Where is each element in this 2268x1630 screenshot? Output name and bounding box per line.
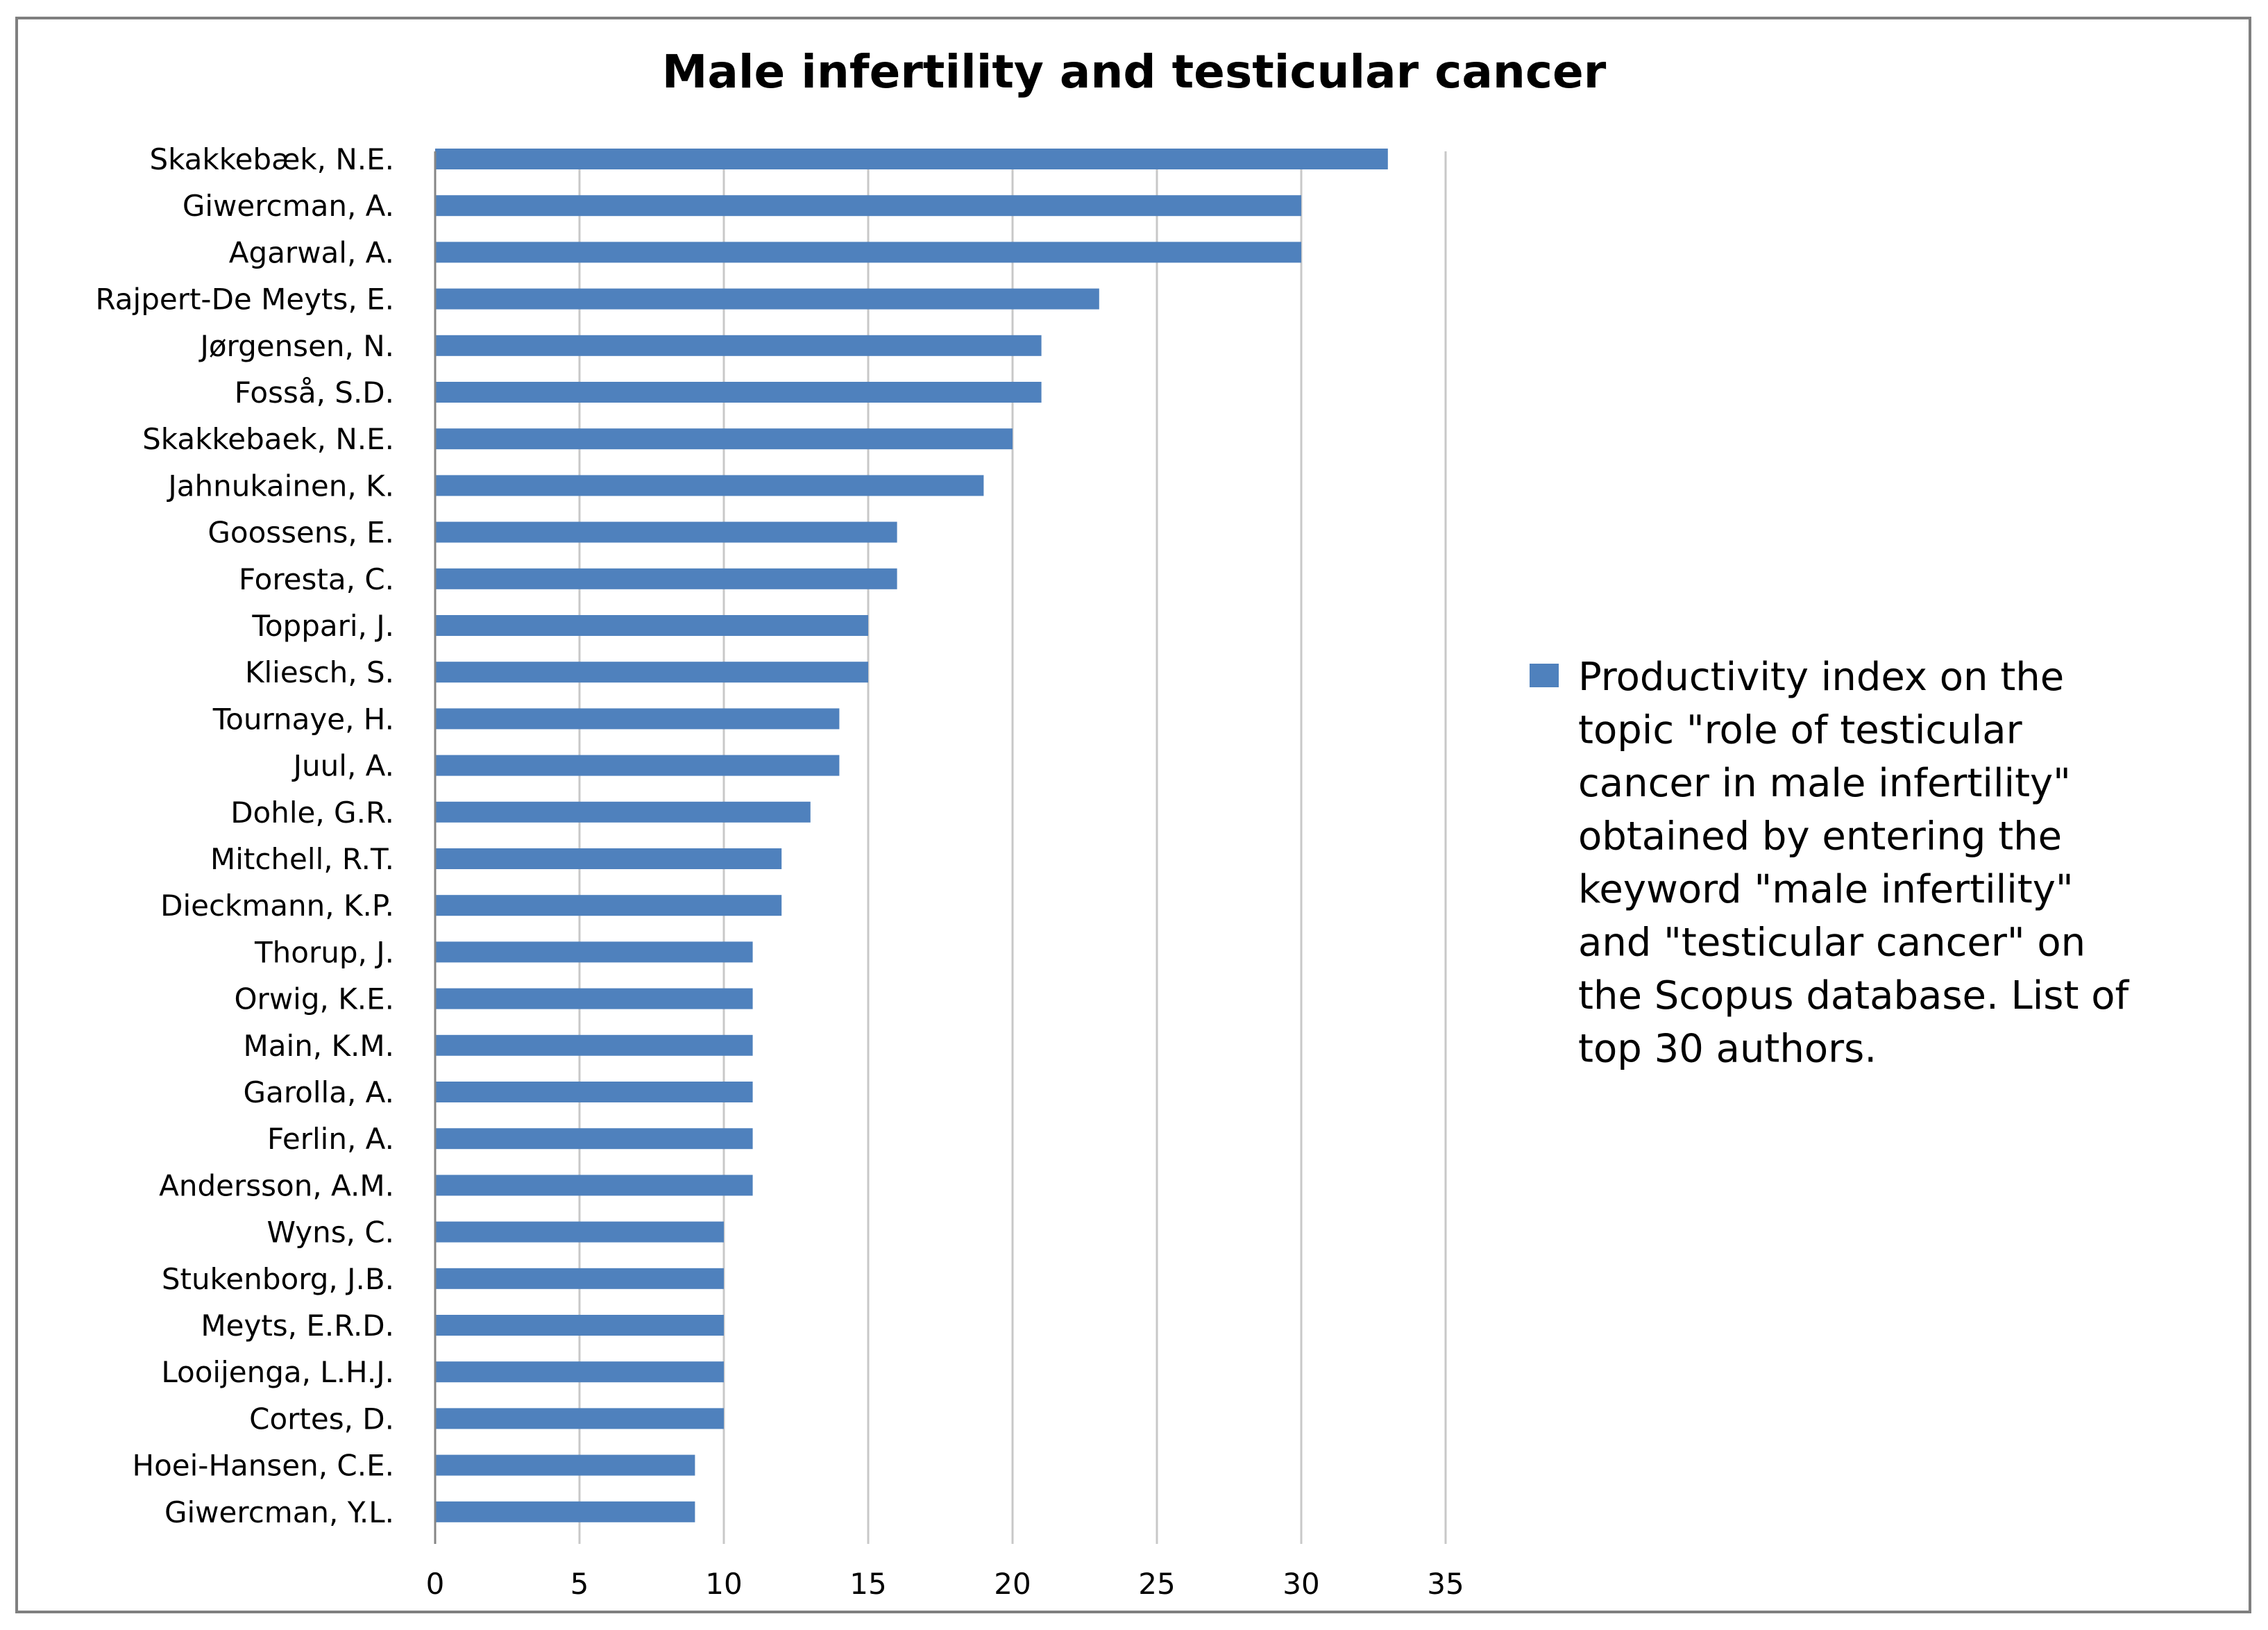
- bar: [435, 382, 1042, 403]
- category-label: Garolla, A.: [244, 1075, 394, 1109]
- bar: [435, 1315, 724, 1336]
- bar-layer: [435, 149, 1388, 1522]
- category-label: Juul, A.: [291, 749, 394, 783]
- bar: [435, 895, 782, 916]
- x-tick-label: 30: [1283, 1567, 1319, 1601]
- legend-swatch: [1530, 664, 1559, 687]
- category-label: Kliesch, S.: [245, 655, 394, 689]
- category-label: Giwercman, A.: [183, 189, 394, 223]
- legend-line: the Scopus database. List of: [1578, 973, 2130, 1018]
- category-label: Meyts, E.R.D.: [201, 1309, 394, 1343]
- legend-line: and "testicular cancer" on: [1578, 921, 2085, 966]
- category-labels: Skakkebæk, N.E. Giwercman, A. Agarwal, A. R…: [96, 142, 394, 1529]
- bar: [435, 1454, 695, 1476]
- bar: [435, 941, 753, 963]
- bar: [435, 1082, 753, 1102]
- x-tick-label: 25: [1138, 1567, 1175, 1601]
- category-label: Jahnukainen, K.: [166, 469, 394, 503]
- category-label: Foresta, C.: [239, 562, 394, 596]
- category-label: Thorup, J.: [254, 935, 394, 969]
- category-label: Giwercman, Y.L.: [164, 1495, 394, 1529]
- x-tick-label: 5: [570, 1567, 589, 1601]
- category-label: Skakkebæk, N.E.: [149, 142, 394, 176]
- x-tick-label: 20: [994, 1567, 1031, 1601]
- bar: [435, 988, 753, 1009]
- legend: Productivity index on the topic "role of …: [1530, 655, 2130, 1072]
- category-label: Dieckmann, K.P.: [160, 889, 394, 923]
- category-label: Skakkebaek, N.E.: [142, 422, 394, 456]
- category-label: Looijenga, L.H.J.: [161, 1355, 394, 1389]
- category-label: Rajpert-De Meyts, E.: [96, 283, 394, 317]
- x-tick-label: 10: [705, 1567, 742, 1601]
- bar: [435, 242, 1301, 263]
- category-label: Toppari, J.: [251, 609, 394, 643]
- bar: [435, 615, 868, 636]
- bar: [435, 1034, 753, 1056]
- x-tick-label: 0: [426, 1567, 445, 1601]
- bar: [435, 848, 782, 869]
- chart-title: Male infertility and testicular cancer: [662, 45, 1607, 99]
- bar: [435, 662, 868, 683]
- bar: [435, 568, 897, 589]
- bar: [435, 335, 1042, 356]
- category-label: Orwig, K.E.: [235, 982, 395, 1016]
- category-label: Jørgensen, N.: [198, 329, 394, 363]
- category-label: Andersson, A.M.: [159, 1168, 394, 1202]
- bar: [435, 475, 984, 496]
- legend-line: topic "role of testicular: [1578, 708, 2023, 753]
- legend-line: obtained by entering the: [1578, 814, 2062, 859]
- legend-line: cancer in male infertility": [1578, 761, 2071, 806]
- x-tick-labels: 0 5 10 15 20 25 30 35: [426, 1567, 1464, 1601]
- bar: [435, 801, 811, 823]
- category-label: Fosså, S.D.: [235, 376, 394, 410]
- category-label: Tournaye, H.: [212, 702, 394, 736]
- category-label: Stukenborg, J.B.: [162, 1262, 394, 1296]
- bar: [435, 1221, 724, 1243]
- bar-chart: Male infertility and testicular cancer S…: [96, 45, 2130, 1601]
- x-tick-label: 15: [849, 1567, 886, 1601]
- legend-text: Productivity index on the topic "role of …: [1578, 655, 2130, 1072]
- x-tick-label: 35: [1427, 1567, 1464, 1601]
- bar: [435, 1408, 724, 1429]
- bar: [435, 1268, 724, 1289]
- bar: [435, 288, 1099, 310]
- legend-line: Productivity index on the: [1578, 655, 2064, 700]
- category-label: Wyns, C.: [266, 1216, 394, 1250]
- category-label: Hoei-Hansen, C.E.: [133, 1449, 395, 1483]
- bar: [435, 428, 1013, 450]
- bar: [435, 1128, 753, 1150]
- category-label: Goossens, E.: [208, 516, 394, 550]
- bar: [435, 708, 840, 730]
- bar: [435, 755, 840, 776]
- bar: [435, 1175, 753, 1196]
- legend-line: keyword "male infertility": [1578, 867, 2074, 912]
- category-label: Main, K.M.: [244, 1029, 394, 1063]
- category-label: Ferlin, A.: [267, 1122, 394, 1156]
- bar: [435, 1361, 724, 1383]
- bar: [435, 521, 897, 543]
- category-label: Dohle, G.R.: [230, 796, 394, 830]
- bar: [435, 195, 1301, 217]
- legend-line: top 30 authors.: [1578, 1027, 1877, 1072]
- category-label: Mitchell, R.T.: [210, 842, 394, 876]
- bar: [435, 149, 1388, 169]
- chart-frame: Male infertility and testicular cancer S…: [15, 17, 2251, 1613]
- category-label: Agarwal, A.: [229, 235, 394, 269]
- category-label: Cortes, D.: [249, 1402, 394, 1436]
- bar: [435, 1501, 695, 1522]
